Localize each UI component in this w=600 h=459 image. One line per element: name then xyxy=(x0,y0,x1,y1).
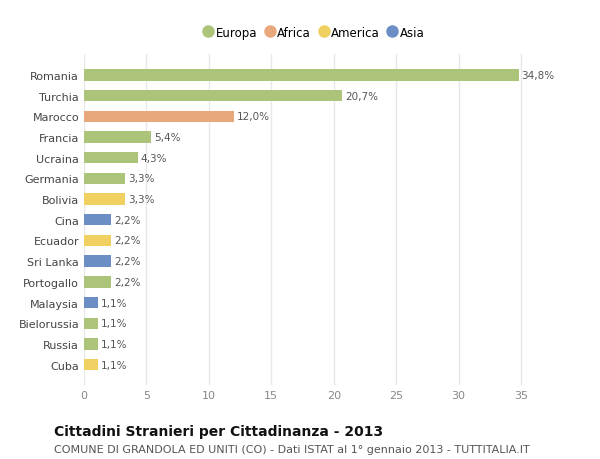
Legend: Europa, Africa, America, Asia: Europa, Africa, America, Asia xyxy=(203,25,427,42)
Text: 5,4%: 5,4% xyxy=(155,133,181,143)
Text: 1,1%: 1,1% xyxy=(101,319,127,329)
Text: 2,2%: 2,2% xyxy=(115,277,141,287)
Bar xyxy=(84,174,125,185)
Bar xyxy=(84,153,137,164)
Text: 4,3%: 4,3% xyxy=(141,153,167,163)
Text: 2,2%: 2,2% xyxy=(115,215,141,225)
Bar xyxy=(84,256,112,267)
Text: 12,0%: 12,0% xyxy=(237,112,270,122)
Bar xyxy=(84,91,343,102)
Bar xyxy=(84,277,112,288)
Bar xyxy=(84,359,98,370)
Text: 20,7%: 20,7% xyxy=(346,91,379,101)
Text: 1,1%: 1,1% xyxy=(101,298,127,308)
Text: 1,1%: 1,1% xyxy=(101,360,127,370)
Bar xyxy=(84,112,234,123)
Bar xyxy=(84,235,112,246)
Bar xyxy=(84,132,151,143)
Bar xyxy=(84,215,112,226)
Bar xyxy=(84,194,125,205)
Text: 2,2%: 2,2% xyxy=(115,236,141,246)
Text: 1,1%: 1,1% xyxy=(101,339,127,349)
Text: 3,3%: 3,3% xyxy=(128,195,155,205)
Text: Cittadini Stranieri per Cittadinanza - 2013: Cittadini Stranieri per Cittadinanza - 2… xyxy=(54,425,383,438)
Bar xyxy=(84,318,98,329)
Bar xyxy=(84,70,518,81)
Text: 2,2%: 2,2% xyxy=(115,257,141,267)
Text: COMUNE DI GRANDOLA ED UNITI (CO) - Dati ISTAT al 1° gennaio 2013 - TUTTITALIA.IT: COMUNE DI GRANDOLA ED UNITI (CO) - Dati … xyxy=(54,444,530,454)
Text: 34,8%: 34,8% xyxy=(521,71,555,81)
Text: 3,3%: 3,3% xyxy=(128,174,155,184)
Bar xyxy=(84,297,98,308)
Bar xyxy=(84,339,98,350)
